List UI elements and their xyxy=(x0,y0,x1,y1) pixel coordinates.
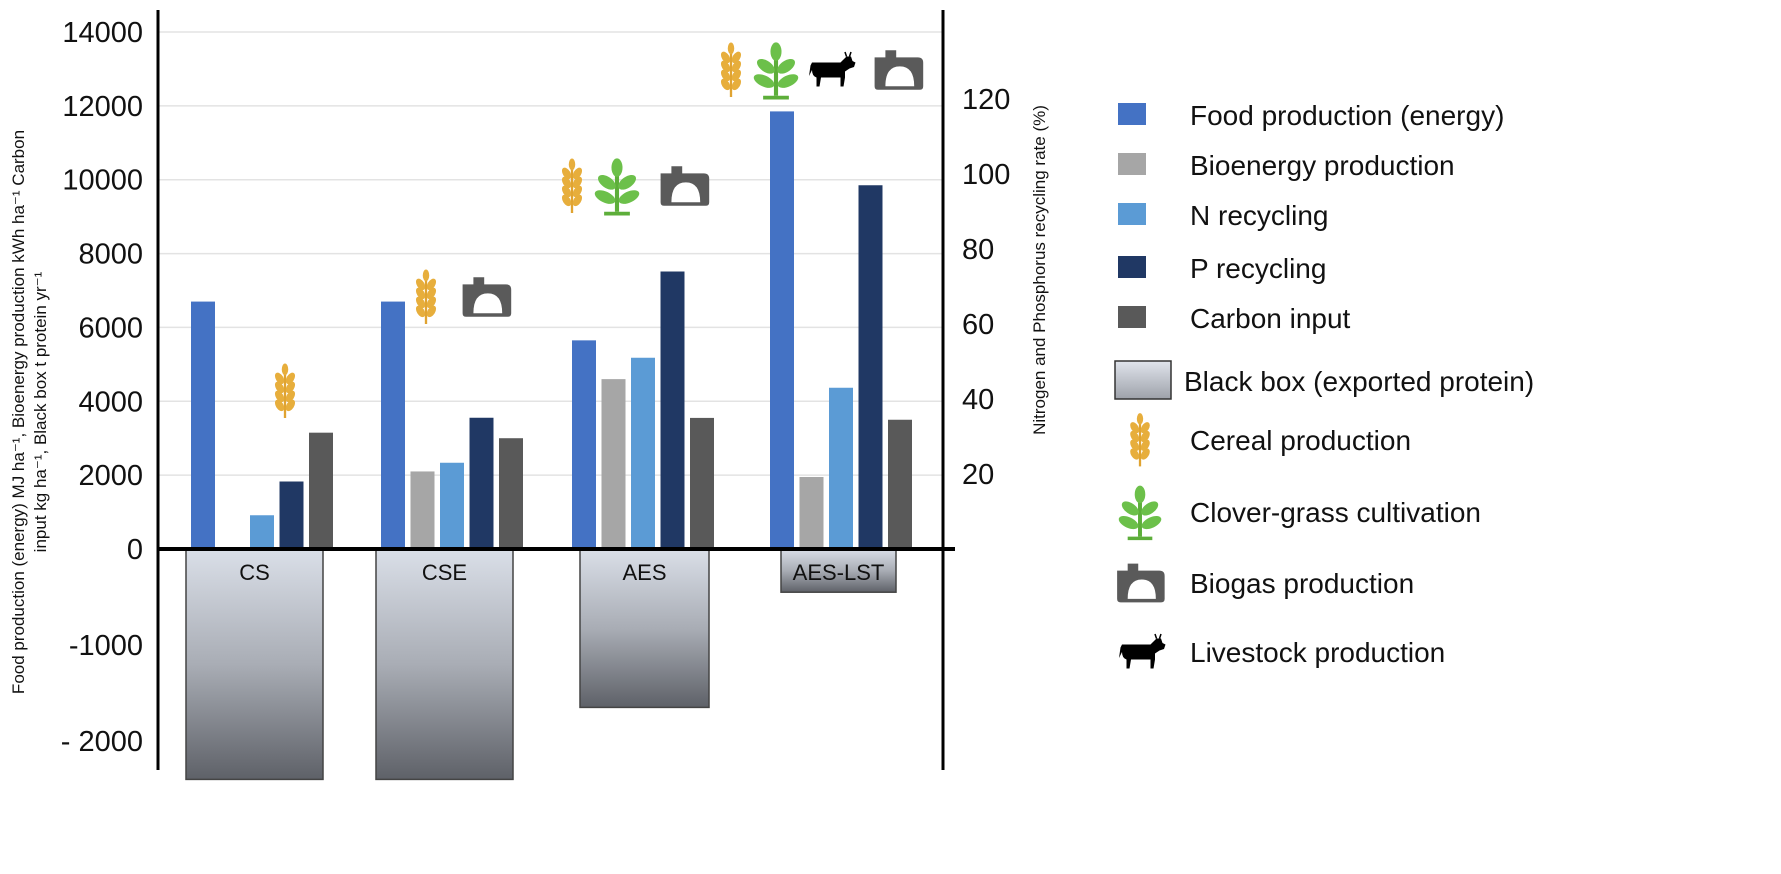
clover-icon xyxy=(1118,485,1162,541)
legend-label: Black box (exported protein) xyxy=(1184,366,1534,397)
bar-n-recycling-aes-lst xyxy=(829,387,853,549)
legend-item-bioenergy-production: Bioenergy production xyxy=(1118,150,1455,181)
bar-p-recycling-aes xyxy=(660,271,685,549)
legend-label: Food production (energy) xyxy=(1190,100,1504,131)
legend-item-n-recycling: N recycling xyxy=(1118,200,1328,231)
black-box-aes-lst xyxy=(780,548,897,593)
bar-n-recycling-aes xyxy=(631,357,655,549)
bar-food-production-energy-aes xyxy=(572,340,596,549)
category-icons xyxy=(274,42,924,419)
legend: Food production (energy) Bioenergy produc… xyxy=(1114,100,1534,669)
bar-n-recycling-cs xyxy=(250,515,274,549)
bars xyxy=(191,111,912,550)
left-axis-title-line2: input kg ha⁻¹, Black box t protein yr⁻¹ xyxy=(31,271,50,552)
legend-item-biogas-production: Biogas production xyxy=(1117,563,1414,603)
legend-item-black-box-exported-protein: Black box (exported protein) xyxy=(1114,360,1534,400)
legend-label: Cereal production xyxy=(1190,425,1411,456)
left-tick-label: - 2000 xyxy=(61,726,143,758)
left-axis-title: Food production (energy) MJ ha⁻¹, Bioene… xyxy=(9,130,50,694)
bar-n-recycling-cse xyxy=(440,462,464,549)
wheat-icon xyxy=(274,363,296,419)
legend-label: Carbon input xyxy=(1190,303,1351,334)
black-box-cse xyxy=(375,548,514,781)
bar-p-recycling-cs xyxy=(279,481,304,549)
legend-swatch xyxy=(1118,103,1146,125)
biogas-icon xyxy=(1117,563,1165,603)
bar-food-production-energy-cse xyxy=(381,301,405,549)
left-tick-label: 14000 xyxy=(62,17,143,49)
legend-swatch xyxy=(1118,153,1146,175)
left-tick-label: 12000 xyxy=(62,91,143,123)
cow-icon xyxy=(809,51,856,87)
right-tick-label: 120 xyxy=(962,84,1010,116)
legend-item-clover-grass-cultivation: Clover-grass cultivation xyxy=(1118,485,1481,541)
biogas-icon xyxy=(660,166,710,206)
legend-item-livestock-production: Livestock production xyxy=(1119,633,1445,669)
axis-titles: Food production (energy) MJ ha⁻¹, Bioene… xyxy=(9,105,1049,694)
category-label-cse: CSE xyxy=(422,560,467,585)
legend-item-p-recycling: P recycling xyxy=(1118,253,1326,284)
biogas-icon xyxy=(874,50,924,90)
right-axis-title: Nitrogen and Phosphorus recycling rate (… xyxy=(1030,105,1049,435)
legend-item-cereal-production: Cereal production xyxy=(1130,413,1411,467)
category-label-cs: CS xyxy=(239,560,270,585)
legend-label: N recycling xyxy=(1190,200,1328,231)
right-tick-label: 20 xyxy=(962,459,994,491)
wheat-icon xyxy=(1130,413,1150,467)
right-tick-label: 80 xyxy=(962,234,994,266)
legend-item-food-production-energy: Food production (energy) xyxy=(1118,100,1504,131)
left-axis-title-line1: Food production (energy) MJ ha⁻¹, Bioene… xyxy=(9,130,28,694)
axes xyxy=(156,10,955,770)
bar-carbon-input-aes-lst xyxy=(888,419,912,549)
category-labels: CS CSE AES AES-LST xyxy=(239,560,884,585)
bar-bioenergy-production-aes xyxy=(601,379,626,549)
left-tick-label: -1000 xyxy=(69,630,143,662)
bar-bioenergy-production-cse xyxy=(410,471,435,549)
wheat-icon xyxy=(720,42,742,98)
legend-label: Clover-grass cultivation xyxy=(1190,497,1481,528)
category-label-aes: AES xyxy=(622,560,666,585)
left-tick-label: 10000 xyxy=(62,165,143,197)
right-tick-label: 60 xyxy=(962,309,994,341)
clover-icon xyxy=(594,158,640,216)
black-box-aes xyxy=(579,548,710,709)
left-tick-label: 6000 xyxy=(78,312,143,344)
black-box-bars xyxy=(185,548,897,781)
left-tick-label: 4000 xyxy=(78,386,143,418)
cow-icon xyxy=(1119,633,1166,669)
black-box-cs xyxy=(185,548,324,781)
bar-carbon-input-cse xyxy=(499,438,523,549)
clover-icon xyxy=(753,42,799,100)
bar-p-recycling-cse xyxy=(469,417,494,549)
bar-carbon-input-aes xyxy=(690,417,714,549)
legend-label: Biogas production xyxy=(1190,568,1414,599)
legend-swatch xyxy=(1118,203,1146,225)
legend-label: Bioenergy production xyxy=(1190,150,1455,181)
biogas-icon xyxy=(462,277,512,317)
legend-box-swatch xyxy=(1114,360,1172,400)
tick-labels: 14000 12000 10000 8000 6000 4000 2000 0 -1000 - 2… xyxy=(61,17,1011,758)
bar-food-production-energy-cs xyxy=(191,301,215,549)
right-tick-label: 40 xyxy=(962,384,994,416)
right-tick-label: 100 xyxy=(962,159,1010,191)
wheat-icon xyxy=(561,158,583,214)
bar-p-recycling-aes-lst xyxy=(858,185,883,549)
gridlines xyxy=(158,31,943,476)
legend-label: P recycling xyxy=(1190,253,1326,284)
bar-carbon-input-cs xyxy=(309,432,333,549)
left-tick-label: 0 xyxy=(127,534,143,566)
bar-bioenergy-production-aes-lst xyxy=(799,476,824,549)
legend-label: Livestock production xyxy=(1190,637,1445,668)
bar-food-production-energy-aes-lst xyxy=(770,111,794,550)
left-tick-label: 8000 xyxy=(78,239,143,271)
legend-swatch xyxy=(1118,306,1146,328)
left-tick-label: 2000 xyxy=(78,460,143,492)
legend-swatch xyxy=(1118,256,1146,278)
category-label-aes-lst: AES-LST xyxy=(793,560,885,585)
wheat-icon xyxy=(415,269,437,325)
legend-item-carbon-input: Carbon input xyxy=(1118,303,1351,334)
